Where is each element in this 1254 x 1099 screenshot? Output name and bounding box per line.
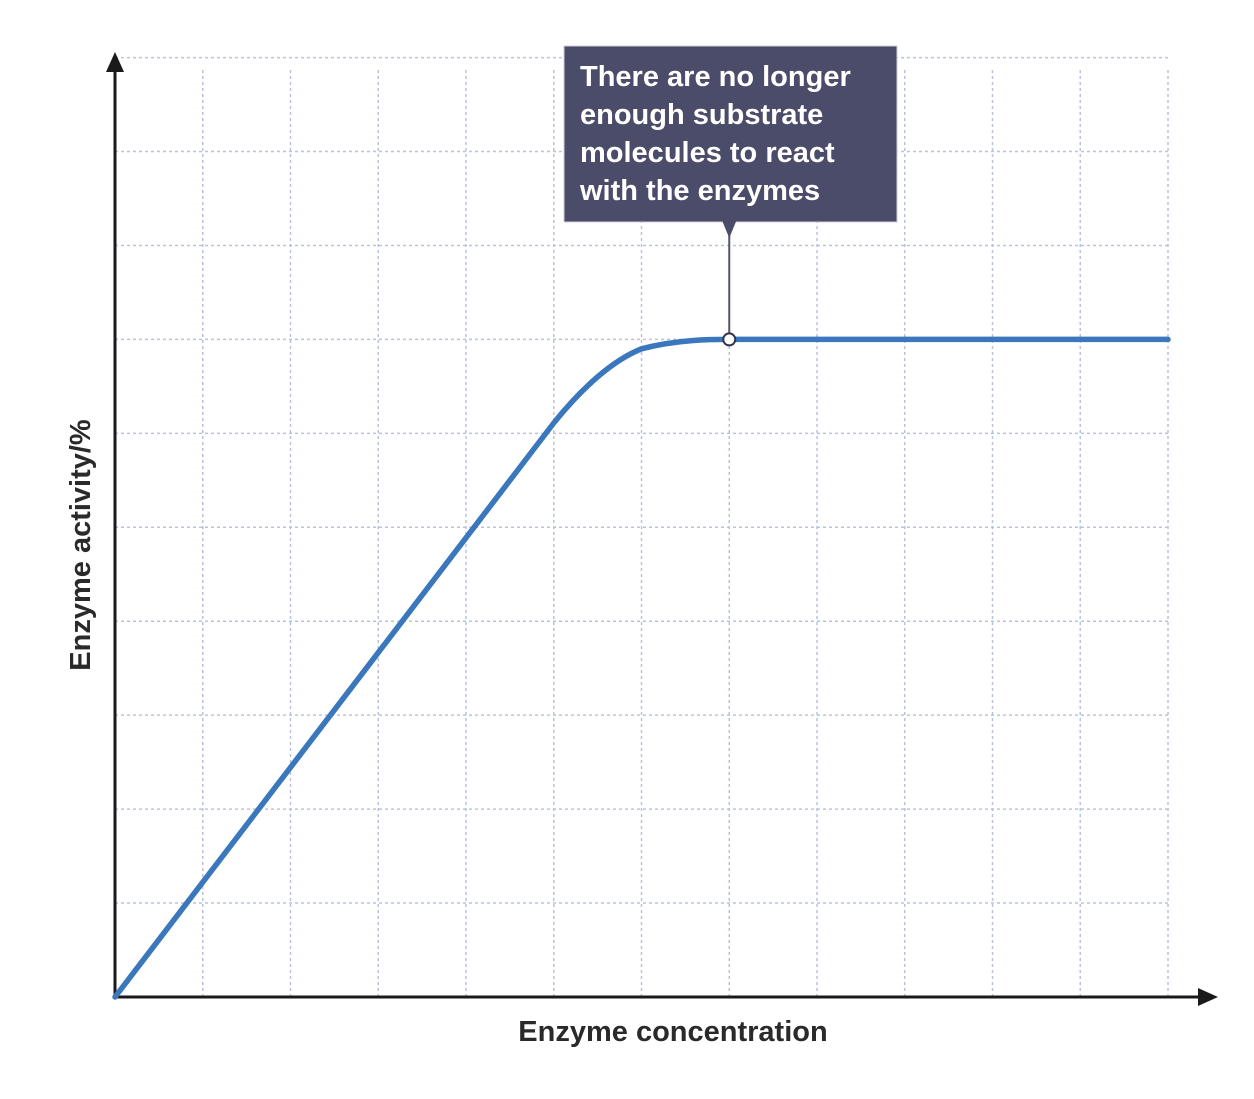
annotation-point-marker [722,332,737,347]
series-line-enzyme-activity [112,336,1171,1000]
x-axis-arrow-icon [1198,988,1218,1006]
y-axis-arrow-icon [106,52,124,72]
axes [106,52,1218,1006]
callout-box [563,45,898,223]
callout-pointer [722,221,737,238]
callout-line-2: enough substrate [580,99,823,131]
callout-line-3: molecules to react [580,137,835,169]
y-axis-label: Enzyme activity/% [65,419,97,671]
x-axis-label: Enzyme concentration [518,1016,827,1048]
callout-line-4: with the enzymes [579,175,820,207]
annotation-callout: There are no longer enough substrate mol… [563,45,898,347]
callout-line-1: There are no longer [580,61,851,93]
